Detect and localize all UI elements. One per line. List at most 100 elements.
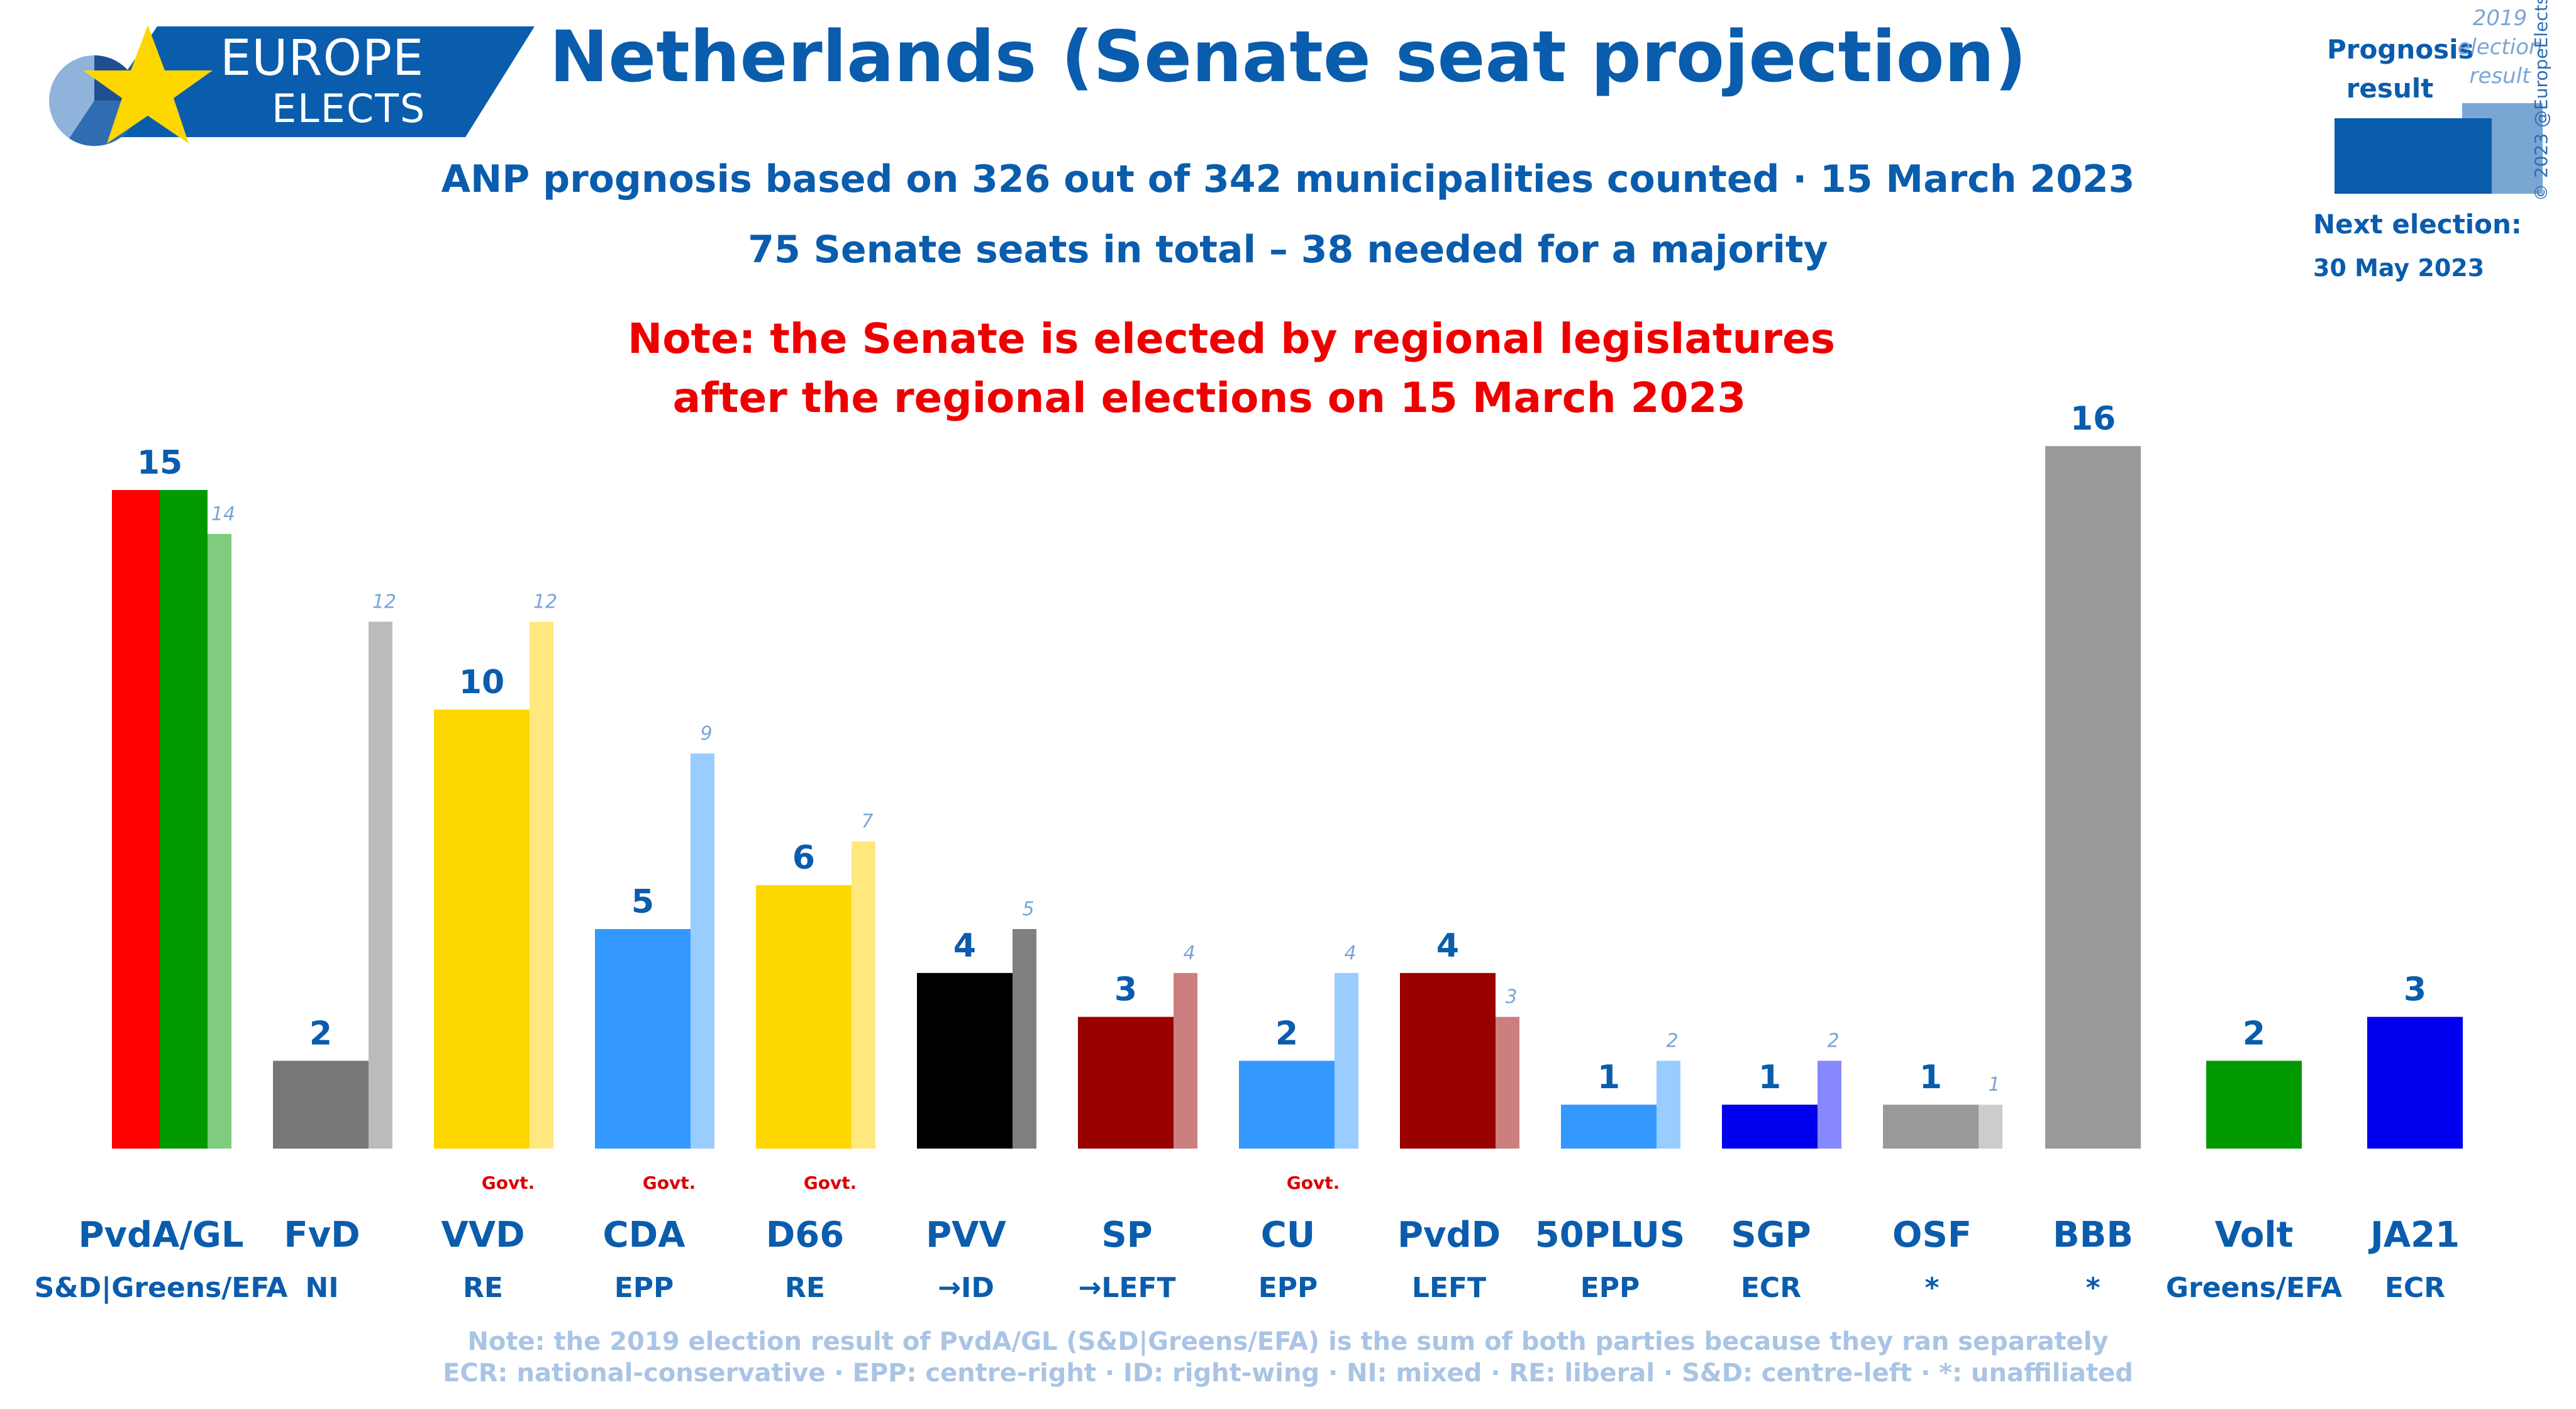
prognosis-value-label-13: 2 — [2243, 1015, 2265, 1052]
prognosis-bar-5 — [917, 972, 1013, 1149]
party-group-6: →LEFT — [1078, 1272, 1175, 1304]
party-name-1: FvD — [284, 1215, 360, 1256]
party-name-11: OSF — [1892, 1215, 1972, 1256]
logo-banner-shape — [82, 26, 535, 137]
previous-bar-2 — [530, 621, 553, 1149]
legend-previous-line2: election — [2457, 35, 2543, 60]
legend-previous-label: 2019 election result — [2453, 4, 2547, 91]
previous-value-label-0: 14 — [211, 503, 235, 525]
party-group-1: NI — [305, 1272, 338, 1304]
prognosis-value-label-3: 5 — [631, 883, 654, 921]
bars-layer: 1415PvdA/GLS&D|Greens/EFA122FvDNI1210Gov… — [35, 400, 2463, 1304]
previous-value-label-9: 2 — [1666, 1030, 1678, 1052]
previous-value-label-2: 12 — [533, 591, 557, 613]
prognosis-bar-0-a — [112, 490, 160, 1149]
prognosis-bar-11 — [1883, 1105, 1979, 1149]
prognosis-bar-10 — [1722, 1105, 1818, 1149]
previous-bar-8 — [1496, 1016, 1519, 1149]
previous-bar-0 — [208, 533, 231, 1149]
prognosis-value-label-6: 3 — [1114, 971, 1137, 1009]
senate-note-line2: after the regional elections on 15 March… — [672, 374, 1746, 422]
party-group-0: S&D|Greens/EFA — [35, 1272, 288, 1304]
govt-label-3: Govt. — [643, 1172, 696, 1193]
legend-prognosis-swatch-front — [2334, 118, 2492, 194]
prognosis-value-label-7: 2 — [1275, 1015, 1298, 1052]
logo-text-elects: ELECTS — [272, 86, 426, 131]
party-name-0: PvdA/GL — [78, 1215, 243, 1256]
prognosis-value-label-9: 1 — [1597, 1059, 1620, 1096]
party-group-7: EPP — [1258, 1272, 1318, 1304]
next-election-date: 30 May 2023 — [2313, 254, 2485, 282]
legend-previous-line3: result — [2469, 64, 2531, 89]
prognosis-value-label-0: 15 — [137, 444, 182, 482]
previous-bar-9 — [1657, 1061, 1680, 1149]
party-group-11: * — [1924, 1272, 1939, 1304]
previous-value-label-11: 1 — [1988, 1074, 2000, 1096]
prognosis-bar-12 — [2045, 446, 2141, 1149]
party-group-2: RE — [463, 1272, 503, 1304]
party-name-10: SGP — [1731, 1215, 1811, 1256]
prognosis-bar-8 — [1400, 972, 1496, 1149]
prognosis-value-label-12: 16 — [2070, 400, 2116, 438]
previous-bar-5 — [1013, 929, 1036, 1149]
legend-prognosis-line2: result — [2346, 73, 2434, 104]
next-election-label: Next election: — [2313, 209, 2522, 240]
party-group-9: EPP — [1580, 1272, 1640, 1304]
previous-bar-3 — [691, 753, 714, 1149]
chart-title: Netherlands (Senate seat projection) — [549, 16, 2027, 98]
party-group-3: EPP — [614, 1272, 674, 1304]
prognosis-value-label-14: 3 — [2404, 971, 2426, 1009]
govt-label-4: Govt. — [804, 1172, 857, 1193]
previous-value-label-6: 4 — [1183, 942, 1195, 964]
senate-note-line1: Note: the Senate is elected by regional … — [627, 315, 1836, 363]
previous-value-label-1: 12 — [372, 591, 396, 613]
party-name-3: CDA — [603, 1215, 686, 1256]
previous-value-label-3: 9 — [700, 723, 712, 745]
legend-prognosis-label: Prognosis result — [2327, 30, 2474, 108]
prognosis-bar-4 — [756, 885, 852, 1149]
legend-previous-line1: 2019 — [2472, 6, 2528, 31]
prognosis-value-label-2: 10 — [459, 664, 504, 701]
party-name-4: D66 — [766, 1215, 844, 1256]
party-group-5: →ID — [938, 1272, 994, 1304]
prognosis-bar-9 — [1561, 1105, 1657, 1149]
party-group-14: ECR — [2385, 1272, 2445, 1304]
previous-bar-4 — [852, 841, 875, 1149]
party-name-2: VVD — [441, 1215, 525, 1256]
party-group-12: * — [2085, 1272, 2100, 1304]
party-name-13: Volt — [2215, 1215, 2294, 1256]
party-group-13: Greens/EFA — [2166, 1272, 2342, 1304]
prognosis-bar-2 — [434, 710, 530, 1149]
party-name-7: CU — [1261, 1215, 1316, 1256]
logo-text-europe: EUROPE — [220, 30, 425, 87]
party-group-4: RE — [785, 1272, 825, 1304]
party-name-5: PVV — [926, 1215, 1006, 1256]
prognosis-bar-0-b — [160, 490, 208, 1149]
previous-bar-1 — [369, 621, 392, 1149]
prognosis-value-label-5: 4 — [953, 927, 976, 965]
copyright-notice: © 2023 @EuropeElects — [2531, 0, 2551, 201]
prognosis-value-label-10: 1 — [1758, 1059, 1781, 1096]
chart-subtitle: ANP prognosis based on 326 out of 342 mu… — [441, 157, 2135, 201]
party-group-10: ECR — [1741, 1272, 1801, 1304]
prognosis-bar-14 — [2367, 1016, 2463, 1149]
party-name-12: BBB — [2053, 1215, 2133, 1256]
footer-legend: ECR: national-conservative · EPP: centre… — [443, 1359, 2133, 1388]
previous-bar-7 — [1335, 972, 1358, 1149]
prognosis-value-label-8: 4 — [1436, 927, 1459, 965]
legend-prognosis-line1: Prognosis — [2327, 34, 2474, 65]
logo-star-icon — [83, 25, 213, 143]
previous-bar-6 — [1174, 972, 1197, 1149]
previous-value-label-5: 5 — [1022, 898, 1034, 920]
prognosis-bar-13 — [2206, 1061, 2302, 1149]
party-name-8: PvdD — [1397, 1215, 1501, 1256]
party-name-6: SP — [1101, 1215, 1152, 1256]
govt-label-7: Govt. — [1287, 1172, 1340, 1193]
prognosis-value-label-4: 6 — [792, 839, 815, 877]
prognosis-value-label-1: 2 — [309, 1015, 332, 1052]
prognosis-bar-3 — [595, 929, 691, 1149]
footer-note: Note: the 2019 election result of PvdA/G… — [467, 1327, 2109, 1356]
prognosis-value-label-11: 1 — [1919, 1059, 1942, 1096]
prognosis-bar-6 — [1078, 1016, 1174, 1149]
